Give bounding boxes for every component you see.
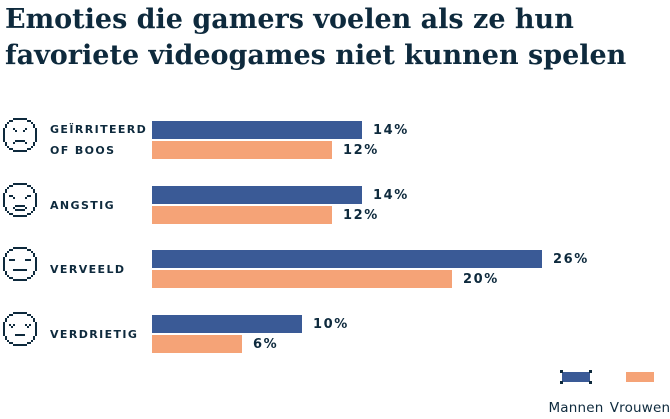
legend-item-mannen[interactable]: Mannen — [540, 370, 612, 416]
bar-value-vrouwen: 12% — [343, 142, 379, 158]
bar-mannen[interactable] — [152, 186, 362, 204]
bar-value-mannen: 10% — [313, 316, 349, 332]
bored-face-icon — [3, 247, 37, 281]
category-label-line: GEÏRRITEERD — [50, 123, 148, 136]
bar-vrouwen[interactable] — [152, 141, 332, 159]
vrouwen-color-swatch[interactable] — [626, 372, 654, 382]
chart-title: Emoties die gamers voelen als ze hun fav… — [5, 2, 667, 74]
chart-title-line-2: favoriete videogames niet kunnen spelen — [5, 40, 627, 71]
chart-row-angstig: ANGSTIG 14% 12% — [0, 183, 670, 226]
category-label-verdrietig: VERDRIETIG — [50, 313, 150, 355]
bar-value-vrouwen: 6% — [253, 336, 279, 352]
legend-label-vrouwen: Vrouwen — [609, 400, 670, 416]
chart-row-verveeld: VERVEELD 26% 20% — [0, 247, 670, 290]
bar-value-vrouwen: 12% — [343, 207, 379, 223]
legend-label-mannen: Mannen — [548, 400, 604, 416]
bar-value-vrouwen: 20% — [463, 271, 499, 287]
legend-item-vrouwen[interactable]: Vrouwen — [604, 370, 670, 416]
angry-face-icon — [3, 118, 37, 152]
category-label-angstig: ANGSTIG — [50, 184, 150, 226]
category-label-geirriteerd: GEÏRRITEERD OF BOOS — [50, 119, 150, 161]
category-label-line: VERVEELD — [50, 262, 126, 276]
mannen-color-swatch[interactable] — [560, 370, 590, 384]
category-label-line: OF BOOS — [50, 144, 116, 157]
category-label-verveeld: VERVEELD — [50, 248, 150, 290]
bar-vrouwen[interactable] — [152, 206, 332, 224]
chart-row-verdrietig: VERDRIETIG 10% 6% — [0, 312, 670, 355]
bar-mannen[interactable] — [152, 315, 302, 333]
anxious-face-icon — [3, 183, 37, 217]
bar-value-mannen: 14% — [373, 187, 409, 203]
bar-mannen[interactable] — [152, 121, 362, 139]
bar-vrouwen[interactable] — [152, 335, 242, 353]
bar-value-mannen: 14% — [373, 122, 409, 138]
sad-face-icon — [3, 312, 37, 346]
category-label-line: VERDRIETIG — [50, 327, 139, 341]
category-label-line: ANGSTIG — [50, 198, 116, 212]
bar-vrouwen[interactable] — [152, 270, 452, 288]
chart-title-line-1: Emoties die gamers voelen als ze hun — [5, 4, 574, 35]
bar-value-mannen: 26% — [553, 251, 589, 267]
chart-row-geirriteerd: GEÏRRITEERD OF BOOS 14% 12% — [0, 118, 670, 161]
bar-mannen[interactable] — [152, 250, 542, 268]
